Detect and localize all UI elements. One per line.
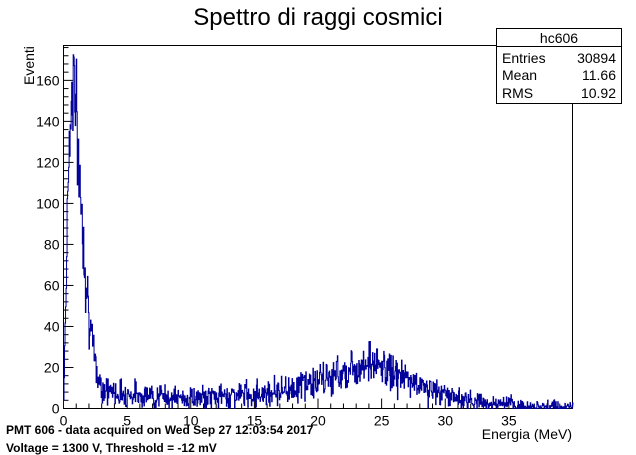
stats-value-rms: 10.92 (581, 85, 616, 101)
x-tick-label: 25 (374, 413, 390, 429)
y-tick-label: 80 (44, 236, 60, 252)
y-axis-title: Eventi (21, 46, 37, 85)
y-tick-label: 20 (44, 359, 60, 375)
histogram-series-line (63, 54, 574, 409)
x-tick-label: 35 (501, 413, 517, 429)
x-axis-title: Energia (MeV) (482, 426, 572, 442)
stats-label-rms: RMS (502, 85, 533, 101)
settings-note: Voltage = 1300 V, Threshold = -12 mV (6, 441, 217, 455)
acquisition-note: PMT 606 - data acquired on Wed Sep 27 12… (6, 423, 314, 437)
x-tick-label: 15 (247, 413, 263, 429)
x-tick-label: 10 (183, 413, 199, 429)
x-tick-label: 5 (123, 413, 131, 429)
stats-value-mean: 11.66 (582, 67, 616, 83)
x-tick-label: 20 (310, 413, 326, 429)
y-tick-label: 140 (36, 113, 60, 129)
stats-label-mean: Mean (502, 67, 537, 83)
stats-name: hc606 (540, 30, 578, 46)
x-tick-label: 30 (437, 413, 453, 429)
stats-value-entries: 30894 (577, 50, 616, 66)
stats-label-entries: Entries (502, 50, 546, 66)
y-tick-label: 60 (44, 277, 60, 293)
y-tick-label: 0 (52, 401, 60, 417)
x-tick-label: 0 (60, 413, 68, 429)
stats-box-frame (496, 28, 622, 104)
stats-box: hc606 Entries 30894 Mean 11.66 RMS 10.92 (496, 28, 622, 104)
y-tick-label: 100 (36, 195, 60, 211)
y-tick-label: 160 (36, 72, 60, 88)
y-tick-label: 40 (44, 318, 60, 334)
y-tick-label: 120 (36, 154, 60, 170)
axis-tick-labels: 0 5 10 15 20 25 30 35 0 20 40 60 80 100 120 140 160 (36, 72, 517, 428)
chart-title: Spettro di raggi cosmici (193, 4, 442, 31)
